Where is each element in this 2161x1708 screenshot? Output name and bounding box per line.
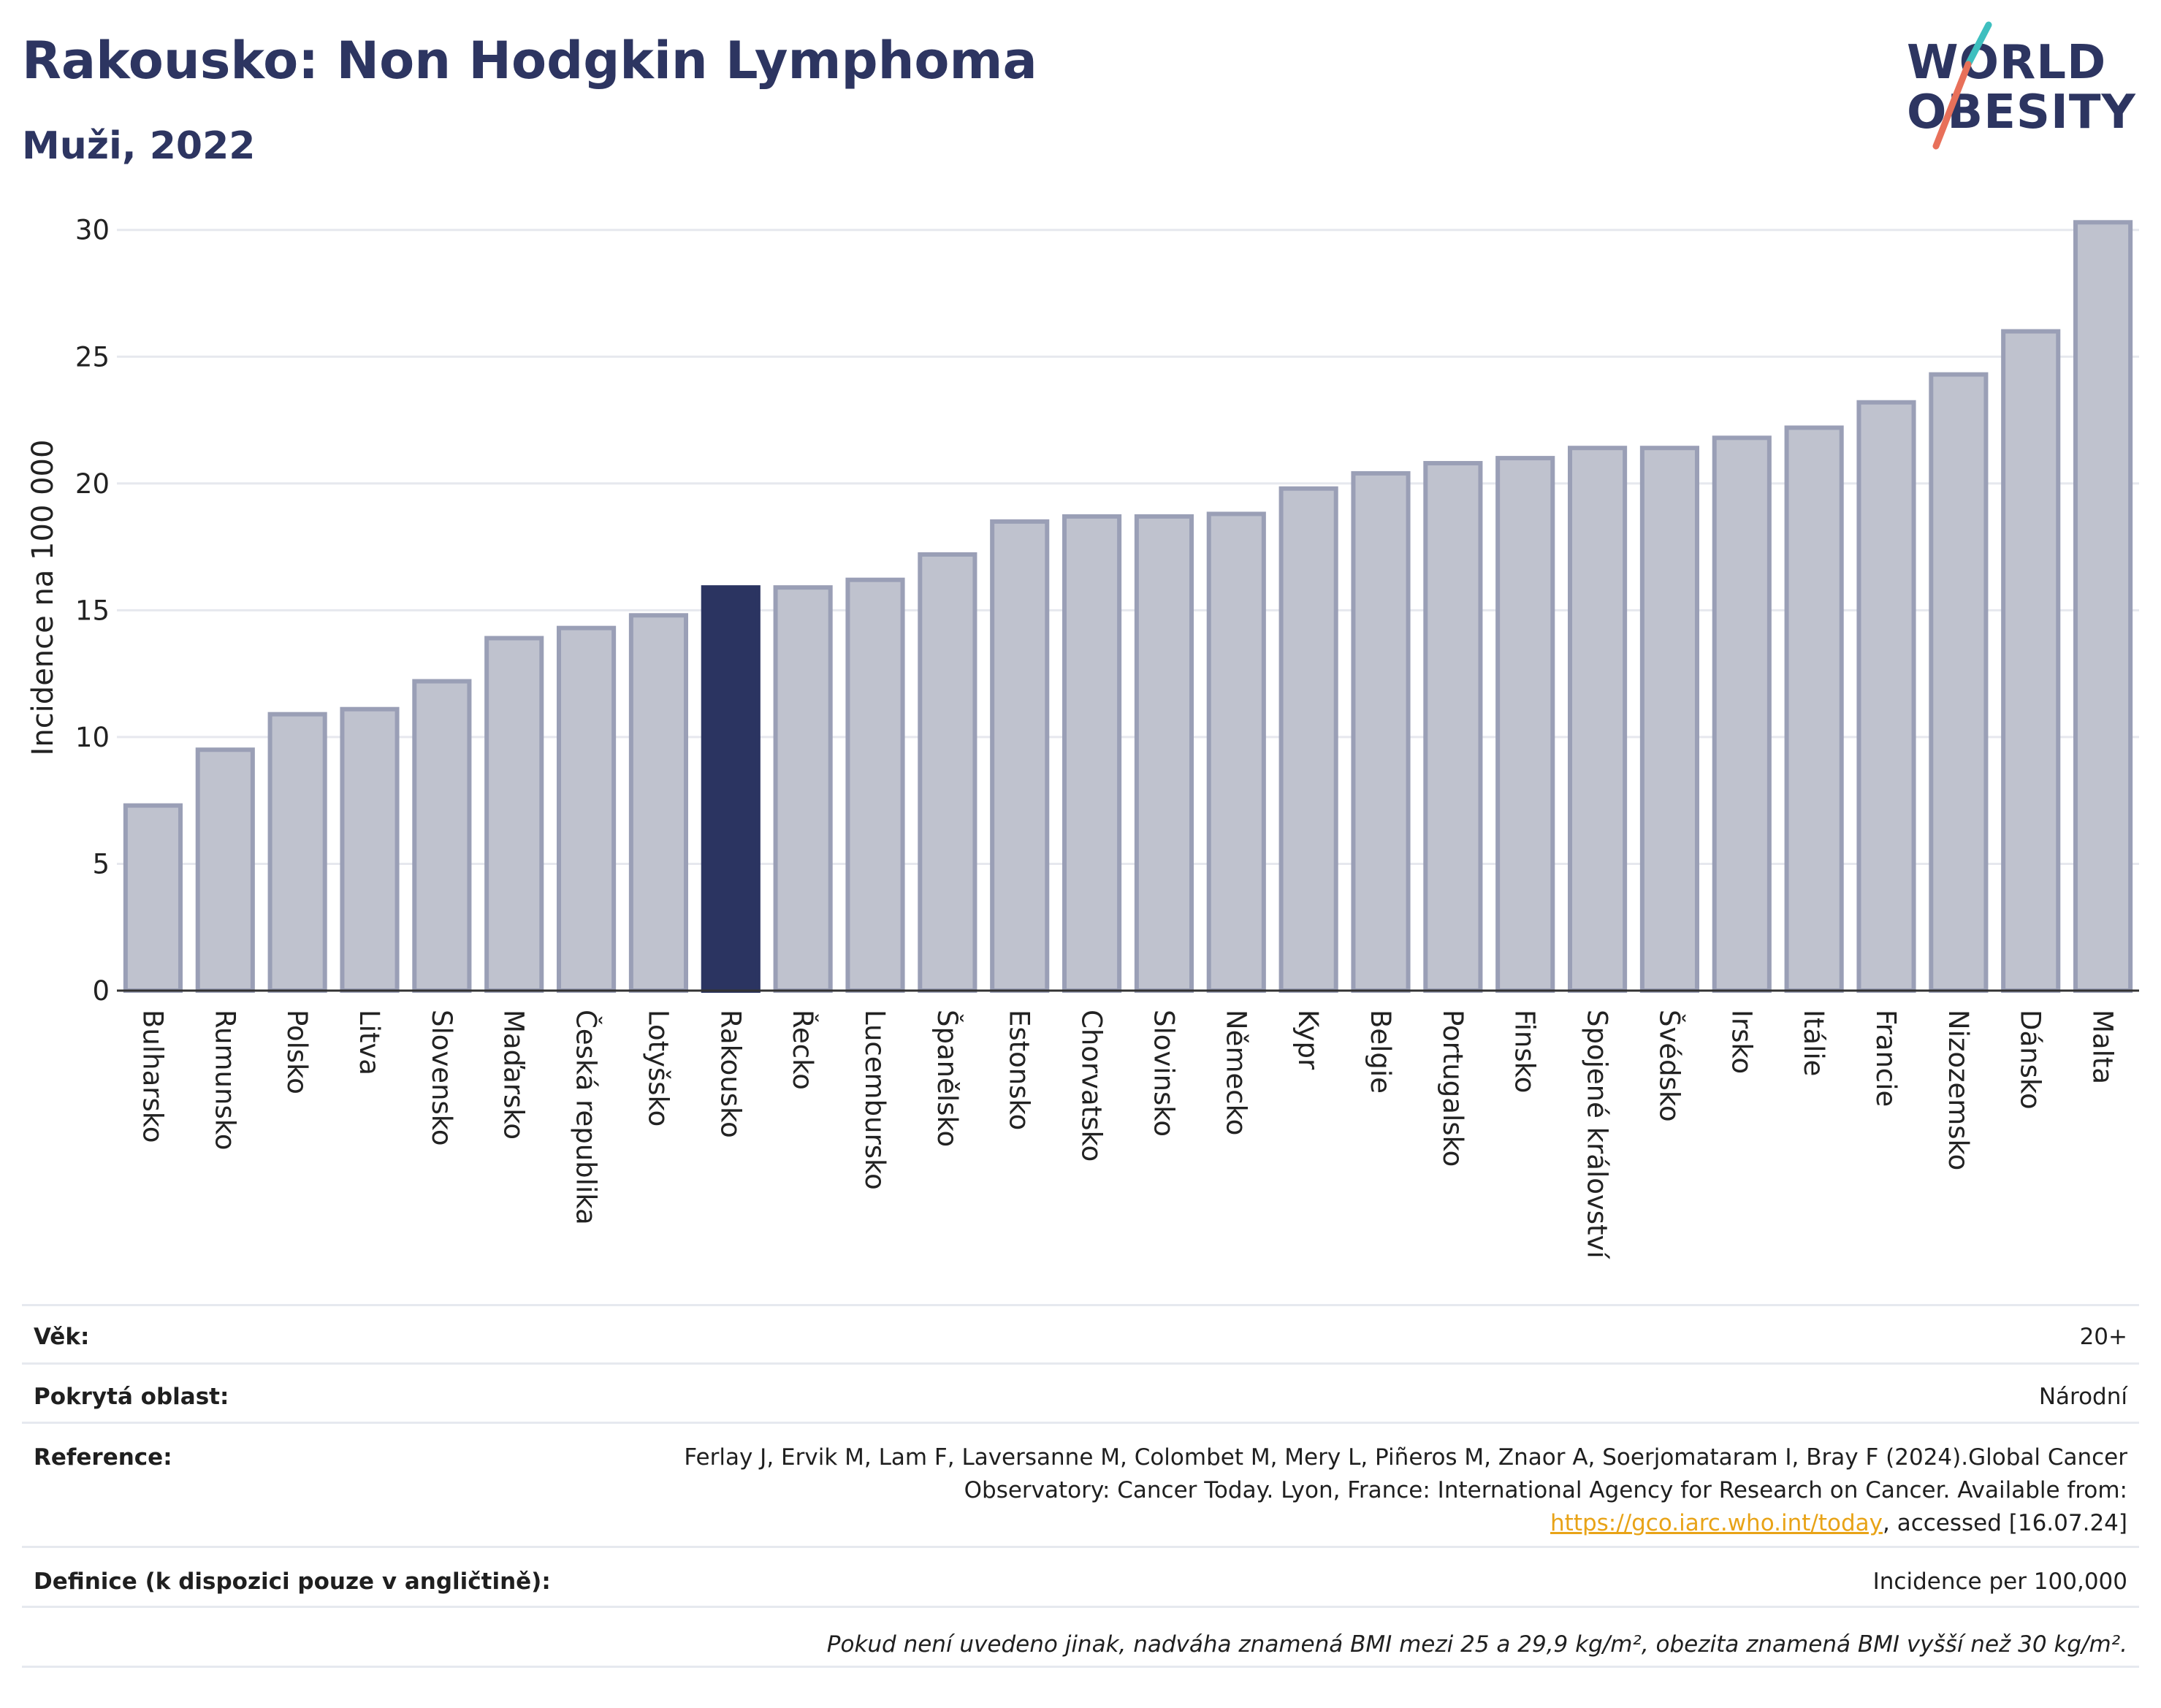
bar-Řecko xyxy=(773,585,833,993)
reference-label: Reference: xyxy=(34,1444,172,1471)
x-tick-label: Kypr xyxy=(1292,1010,1324,1070)
x-tick-label: Dánsko xyxy=(2015,1010,2046,1110)
x-tick-label: Irsko xyxy=(1726,1010,1757,1074)
x-tick-label: Řecko xyxy=(787,1010,819,1090)
x-tick-label: Portugalsko xyxy=(1437,1010,1468,1167)
reference-value: Ferlay J, Ervik M, Lam F, Laversanne M, … xyxy=(666,1441,2127,1540)
x-tick-label: Finsko xyxy=(1509,1010,1541,1093)
x-tick-label: Švédsko xyxy=(1653,1010,1685,1122)
bar-Estonsko xyxy=(990,519,1050,993)
logo-slash-icon xyxy=(1932,21,1992,150)
y-tick-label: 15 xyxy=(75,595,110,626)
x-tick-label: Malta xyxy=(2087,1010,2119,1084)
area-label: Pokrytá oblast: xyxy=(34,1384,229,1410)
bmi-note: Pokud není uvedeno jinak, nadváha znamen… xyxy=(826,1631,2127,1658)
x-tick-label: Polsko xyxy=(281,1010,313,1094)
bar-Lucembursko xyxy=(845,577,905,993)
bar-Maďarsko xyxy=(484,636,544,993)
x-tick-label: Lucembursko xyxy=(859,1010,891,1190)
x-tick-label: Bulharsko xyxy=(137,1010,168,1143)
x-tick-label: Maďarsko xyxy=(498,1010,530,1140)
y-tick-label: 30 xyxy=(75,215,110,246)
world-obesity-logo: WORLD OBESITY xyxy=(1907,20,2148,152)
bar-Finsko xyxy=(1495,456,1555,993)
reference-text-1: Ferlay J, Ervik M, Lam F, Laversanne M, … xyxy=(684,1444,2127,1503)
info-row-definition: Definice (k dispozici pouze v angličtině… xyxy=(22,1546,2139,1606)
bar-Lotyšsko xyxy=(628,613,688,993)
x-tick-label: Španělsko xyxy=(931,1010,964,1147)
x-tick-label: Litva xyxy=(354,1010,385,1075)
y-tick-label: 20 xyxy=(75,468,110,500)
bar-Irsko xyxy=(1712,435,1772,993)
logo-word-world: WORLD xyxy=(1907,36,2107,90)
y-tick-label: 10 xyxy=(75,722,110,753)
bar-Itálie xyxy=(1784,425,1844,993)
y-tick-label: 25 xyxy=(75,341,110,373)
bar-Malta xyxy=(2073,220,2133,994)
x-tick-label: Slovensko xyxy=(426,1010,457,1146)
info-row-reference: Reference: Ferlay J, Ervik M, Lam F, Lav… xyxy=(22,1422,2139,1546)
bar-chart: 0 5 10 15 20 25 30 Bulharsko Rumunsko Polsko Litv… xyxy=(26,215,2139,1259)
chart-title: Rakousko: Non Hodgkin Lymphoma xyxy=(22,31,1037,91)
info-row-age: Věk: 20+ xyxy=(22,1304,2139,1362)
info-row-note: Pokud není uvedeno jinak, nadváha znamen… xyxy=(22,1606,2139,1668)
x-tick-label: Itálie xyxy=(1798,1010,1829,1076)
bar-Dánsko xyxy=(2001,329,2061,993)
bar-Německo xyxy=(1206,511,1266,993)
area-value: Národní xyxy=(2038,1384,2127,1410)
bar-Spojené království xyxy=(1568,446,1628,993)
bar-Kypr xyxy=(1278,486,1338,993)
bar-Bulharsko xyxy=(123,803,183,994)
x-tick-label: Francie xyxy=(1870,1010,1902,1107)
y-tick-label: 0 xyxy=(92,975,110,1007)
bar-Švédsko xyxy=(1639,446,1699,993)
bar-Francie xyxy=(1856,400,1916,993)
bar-Portugalsko xyxy=(1423,461,1483,993)
bar-Slovensko xyxy=(412,679,472,993)
x-tick-label: Belgie xyxy=(1365,1010,1396,1094)
age-value: 20+ xyxy=(2079,1324,2127,1350)
bar-Polsko xyxy=(267,712,327,993)
bar-Česká republika xyxy=(557,625,617,993)
reference-text-2: , accessed [16.07.24] xyxy=(1882,1510,2127,1536)
x-tick-label: Chorvatsko xyxy=(1076,1010,1108,1162)
x-tick-label: Slovinsko xyxy=(1148,1010,1179,1137)
x-tick-label: Spojené království xyxy=(1582,1010,1613,1259)
bar-Litva xyxy=(340,706,400,993)
x-tick-label: Německo xyxy=(1220,1010,1251,1135)
x-tick-label: Rumunsko xyxy=(209,1010,240,1150)
x-tick-label: Lotyšsko xyxy=(642,1010,674,1126)
bar-Rakousko xyxy=(701,585,761,993)
definition-label: Definice (k dispozici pouze v angličtině… xyxy=(34,1568,551,1595)
definition-value: Incidence per 100,000 xyxy=(1872,1568,2127,1595)
x-tick-label: Estonsko xyxy=(1004,1010,1035,1130)
chart-subtitle: Muži, 2022 xyxy=(22,124,256,168)
bar-Nizozemsko xyxy=(1929,372,1989,993)
bar-Rumunsko xyxy=(195,747,255,993)
y-axis-label: Incidence na 100 000 xyxy=(26,440,60,756)
info-row-area: Pokrytá oblast: Národní xyxy=(22,1362,2139,1422)
reference-link[interactable]: https://gco.iarc.who.int/today xyxy=(1550,1510,1883,1536)
info-table: Věk: 20+ Pokrytá oblast: Národní Referen… xyxy=(22,1304,2139,1668)
x-tick-label: Nizozemsko xyxy=(1943,1010,1974,1170)
x-tick-label: Česká republika xyxy=(571,1010,603,1225)
bar-Chorvatsko xyxy=(1062,514,1122,993)
age-label: Věk: xyxy=(34,1324,90,1350)
y-tick-label: 5 xyxy=(92,848,110,880)
bar-Španělsko xyxy=(918,552,977,993)
bar-Slovinsko xyxy=(1134,514,1194,993)
x-tick-label: Rakousko xyxy=(714,1010,746,1138)
bar-Belgie xyxy=(1351,470,1411,993)
